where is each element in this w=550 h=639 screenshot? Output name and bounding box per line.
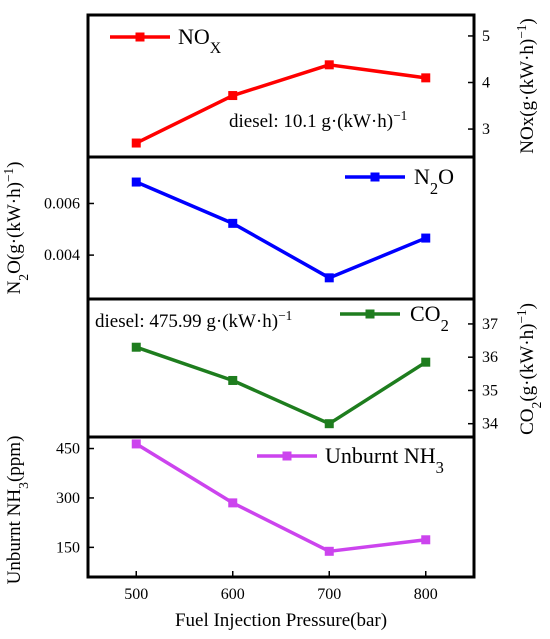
legend-label-4: Unburnt NH3 — [325, 443, 444, 477]
data-point-4-0 — [131, 439, 141, 449]
data-point-4-2 — [324, 546, 334, 556]
panel-frame-4 — [86, 435, 476, 579]
y-axis-label-1: NOx(g·(kW·h)−1) — [514, 18, 539, 154]
series-line-4 — [135, 442, 426, 554]
data-point-1-0 — [131, 138, 141, 148]
legend-marker-4 — [282, 451, 292, 461]
legend-label-1: NOX — [178, 24, 222, 57]
x-axis-label: Fuel Injection Pressure(bar) — [175, 610, 387, 631]
annotation-3: diesel: 475.99 g·(kW·h)−1 — [95, 308, 292, 333]
x-tick-label-1: 600 — [221, 586, 245, 603]
data-point-3-1 — [228, 375, 238, 385]
series-line-1 — [135, 63, 426, 145]
data-point-3-0 — [131, 342, 141, 352]
series-line-3 — [135, 345, 427, 426]
legend-marker-1 — [135, 32, 145, 42]
data-point-4-1 — [228, 498, 238, 508]
data-point-3-2 — [324, 419, 334, 429]
data-point-2-1 — [228, 218, 238, 228]
y-tick-label-2-0: 0.004 — [44, 247, 80, 264]
annotation-1: diesel: 10.1 g·(kW·h)−1 — [229, 108, 407, 133]
y-tick-label-3-3: 37 — [482, 316, 498, 333]
y-tick-label-2-1: 0.006 — [44, 195, 80, 212]
y-tick-label-3-0: 34 — [482, 416, 498, 433]
data-point-3-3 — [421, 357, 431, 367]
y-tick-label-1-1: 4 — [482, 75, 490, 92]
legend-marker-2 — [370, 172, 380, 182]
y-tick-label-3-1: 35 — [482, 382, 498, 399]
y-tick-label-1-2: 5 — [482, 28, 490, 45]
data-point-2-3 — [421, 233, 431, 243]
legend-marker-3 — [365, 309, 375, 319]
legend-label-3: CO2 — [410, 301, 449, 335]
legend-label-2: N2O — [414, 164, 454, 198]
data-point-2-0 — [131, 177, 141, 187]
x-tick-label-3: 800 — [414, 586, 438, 603]
y-tick-label-1-0: 3 — [482, 121, 490, 138]
data-point-4-3 — [421, 535, 431, 545]
data-point-1-2 — [324, 60, 334, 70]
y-tick-label-4-2: 450 — [56, 441, 80, 458]
y-tick-label-4-1: 300 — [56, 490, 80, 507]
series-line-2 — [135, 180, 427, 280]
y-tick-label-3-2: 36 — [482, 349, 498, 366]
data-point-2-2 — [324, 273, 334, 283]
y-axis-label-4: Unburnt NH3(ppm) — [4, 436, 31, 585]
data-point-1-3 — [421, 73, 431, 83]
y-axis-label-3: CO2(g·(kW·h)−1) — [514, 303, 544, 435]
data-point-1-1 — [228, 91, 238, 101]
x-tick-label-0: 500 — [124, 586, 148, 603]
y-axis-label-2: N2O(g·(kW·h)−1) — [1, 162, 31, 295]
y-tick-label-4-0: 150 — [56, 539, 80, 556]
x-tick-label-2: 700 — [317, 586, 341, 603]
